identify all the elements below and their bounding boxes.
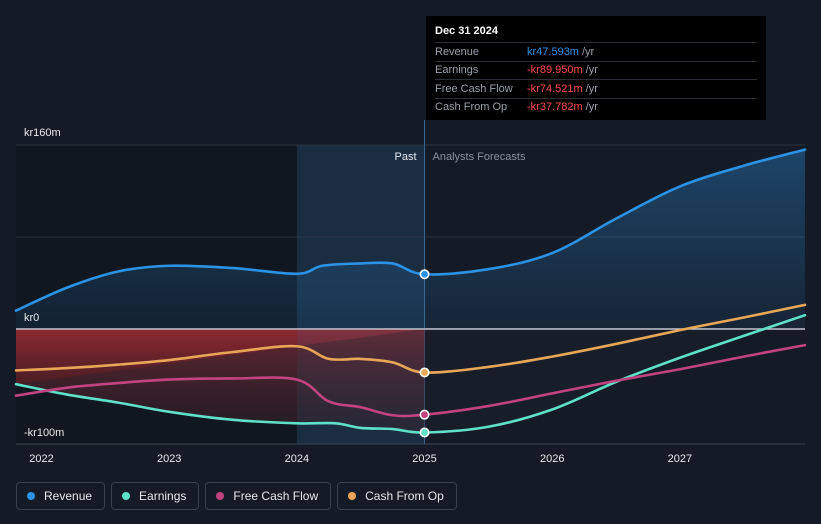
legend-item-cash-from-op[interactable]: Cash From Op [337,482,457,510]
tooltip-label: Revenue [435,45,480,58]
series-line-free-cash-flow [14,343,807,418]
x-tick-label: 2023 [157,453,181,465]
x-tick-label: 2025 [412,453,436,465]
legend-label: Revenue [44,489,93,503]
tooltip-label: Free Cash Flow [435,82,513,95]
tooltip: Dec 31 2024 Revenue kr47.593m /yr Earnin… [426,16,766,120]
marker-earnings [419,427,430,438]
earnings-negative-area [16,329,425,433]
past-label: Past [395,151,417,163]
tooltip-unit: /yr [585,101,598,114]
tooltip-row-revenue: Revenue kr47.593m /yr [435,42,757,61]
x-tick-label: 2027 [668,453,692,465]
legend-label: Earnings [139,489,187,503]
tooltip-row-earnings: Earnings -kr89.950m /yr [435,60,757,80]
marker-cash-from-op [419,367,430,378]
legend-dot-icon [216,492,225,500]
tooltip-row-free-cash-flow: Free Cash Flow -kr74.521m /yr [435,79,757,98]
y-tick-label: -kr100m [24,427,64,439]
series-line-revenue [14,148,807,312]
tooltip-value: -kr89.950m [527,64,583,77]
x-tick-label: 2026 [540,453,564,465]
tooltip-date: Dec 31 2024 [435,25,498,37]
legend-label: Cash From Op [365,489,444,503]
legend-item-revenue[interactable]: Revenue [16,482,106,510]
tooltip-value: kr47.593m [527,45,579,58]
series-line-cash-from-op [14,303,807,374]
legend-item-free-cash-flow[interactable]: Free Cash Flow [205,482,332,510]
legend-dot-icon [348,492,357,500]
tooltip-unit: /yr [585,82,598,95]
tooltip-value: -kr74.521m [527,82,583,95]
y-tick-label: kr0 [24,312,39,324]
x-tick-label: 2024 [285,453,309,465]
series-line-earnings [14,313,807,434]
tooltip-label: Earnings [435,64,479,77]
legend-item-earnings[interactable]: Earnings [111,482,200,510]
tooltip-row-cash-from-op: Cash From Op -kr37.782m /yr [435,97,757,117]
tooltip-value: -kr37.782m [527,101,583,114]
tooltip-unit: /yr [585,64,598,77]
revenue-area [16,149,805,329]
tooltip-unit: /yr [581,45,595,58]
y-tick-label: kr160m [24,127,61,139]
marker-revenue [419,269,430,280]
tooltip-label: Cash From Op [435,101,508,114]
legend-dot-icon [122,492,131,500]
legend-label: Free Cash Flow [233,489,319,503]
forecast-label: Analysts Forecasts [433,151,526,163]
x-tick-label: 2022 [29,453,53,465]
marker-free-cash-flow [419,409,430,420]
legend: Revenue Earnings Free Cash Flow Cash Fro… [16,482,457,510]
legend-dot-icon [27,492,35,500]
